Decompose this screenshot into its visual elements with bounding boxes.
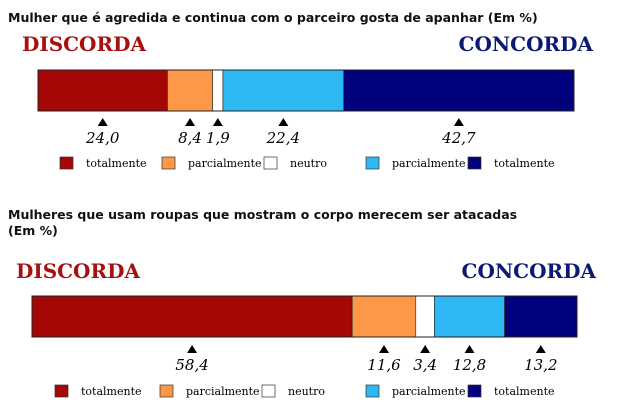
chart-svg-2: DISCORDA CONCORDA 58,4 11,6 3,4 12,8 13,2 to… [16, 259, 597, 398]
segment-neutro [415, 295, 435, 338]
bar-frame [37, 69, 575, 112]
legend-swatch [467, 384, 482, 398]
legend-label: totalmente [494, 157, 555, 170]
segment-totalmente-discorda [37, 69, 168, 112]
legend-swatch [467, 156, 482, 170]
segment-totalmente-concorda [504, 295, 578, 338]
segment-parcialmente-discorda [167, 69, 214, 112]
value-label: 3,4 [413, 356, 437, 374]
segment-totalmente-discorda [31, 295, 353, 338]
value-marker-triangle [97, 118, 108, 126]
value-marker-triangle [185, 118, 196, 126]
legend-swatch [263, 156, 278, 170]
legend-swatch [59, 156, 74, 170]
segment-neutro [212, 69, 224, 112]
segment-parcialmente-concorda [222, 69, 345, 112]
legend: totalmente parcialmente neutro parcialmente… [59, 156, 555, 170]
value-label: 24,0 [85, 129, 120, 147]
value-label: 58,4 [175, 356, 208, 374]
value-label: 8,4 [178, 129, 202, 147]
discorda-label: DISCORDA [22, 32, 146, 56]
value-markers: 58,4 11,6 3,4 12,8 13,2 [175, 345, 558, 374]
legend: totalmente parcialmente neutro parcialmente… [54, 384, 555, 398]
value-label: 11,6 [367, 356, 401, 374]
legend-label: parcialmente [186, 385, 260, 398]
value-label: 42,7 [441, 129, 476, 147]
legend-swatch [159, 384, 174, 398]
value-marker-triangle [453, 118, 464, 126]
legend-label: neutro [288, 385, 325, 398]
legend-label: totalmente [494, 385, 555, 398]
bar-frame [31, 295, 578, 338]
value-label: 22,4 [266, 129, 300, 147]
legend-swatch [54, 384, 69, 398]
value-marker-triangle [278, 118, 289, 126]
legend-label: totalmente [81, 385, 142, 398]
chart-title-1: Mulher que é agredida e continua com o p… [8, 10, 538, 25]
legend-label: parcialmente [392, 385, 466, 398]
value-marker-triangle [464, 345, 475, 353]
segment-parcialmente-concorda [434, 295, 505, 338]
value-label: 1,9 [206, 129, 230, 147]
legend-label: parcialmente [188, 157, 262, 170]
chart-panel-2: Mulheres que usam roupas que mostram o c… [0, 195, 628, 411]
stacked-bar [37, 69, 575, 112]
value-marker-triangle [212, 118, 223, 126]
value-marker-triangle [420, 345, 431, 353]
value-marker-triangle [535, 345, 546, 353]
chart-title-2: Mulheres que usam roupas que mostram o c… [8, 207, 518, 238]
legend-label: totalmente [86, 157, 147, 170]
concorda-label: CONCORDA [462, 259, 597, 283]
discorda-label: DISCORDA [16, 259, 140, 283]
stacked-bar [31, 295, 578, 338]
value-markers: 24,0 8,4 1,9 22,4 42,7 [85, 118, 476, 147]
value-label: 12,8 [453, 356, 486, 374]
segment-parcialmente-discorda [351, 295, 417, 338]
value-marker-triangle [187, 345, 198, 353]
legend-swatch [365, 384, 380, 398]
legend-label: parcialmente [392, 157, 466, 170]
concorda-label: CONCORDA [459, 32, 594, 56]
value-marker-triangle [379, 345, 390, 353]
legend-swatch [261, 384, 276, 398]
value-label: 13,2 [524, 356, 557, 374]
segment-totalmente-concorda [343, 69, 575, 112]
legend-swatch [161, 156, 176, 170]
legend-label: neutro [290, 157, 327, 170]
chart-svg-1: DISCORDA CONCORDA 24,0 8,4 1,9 22,4 42,7 tot… [22, 32, 594, 170]
legend-swatch [365, 156, 380, 170]
chart-panel-1: Mulher que é agredida e continua com o p… [0, 0, 628, 195]
